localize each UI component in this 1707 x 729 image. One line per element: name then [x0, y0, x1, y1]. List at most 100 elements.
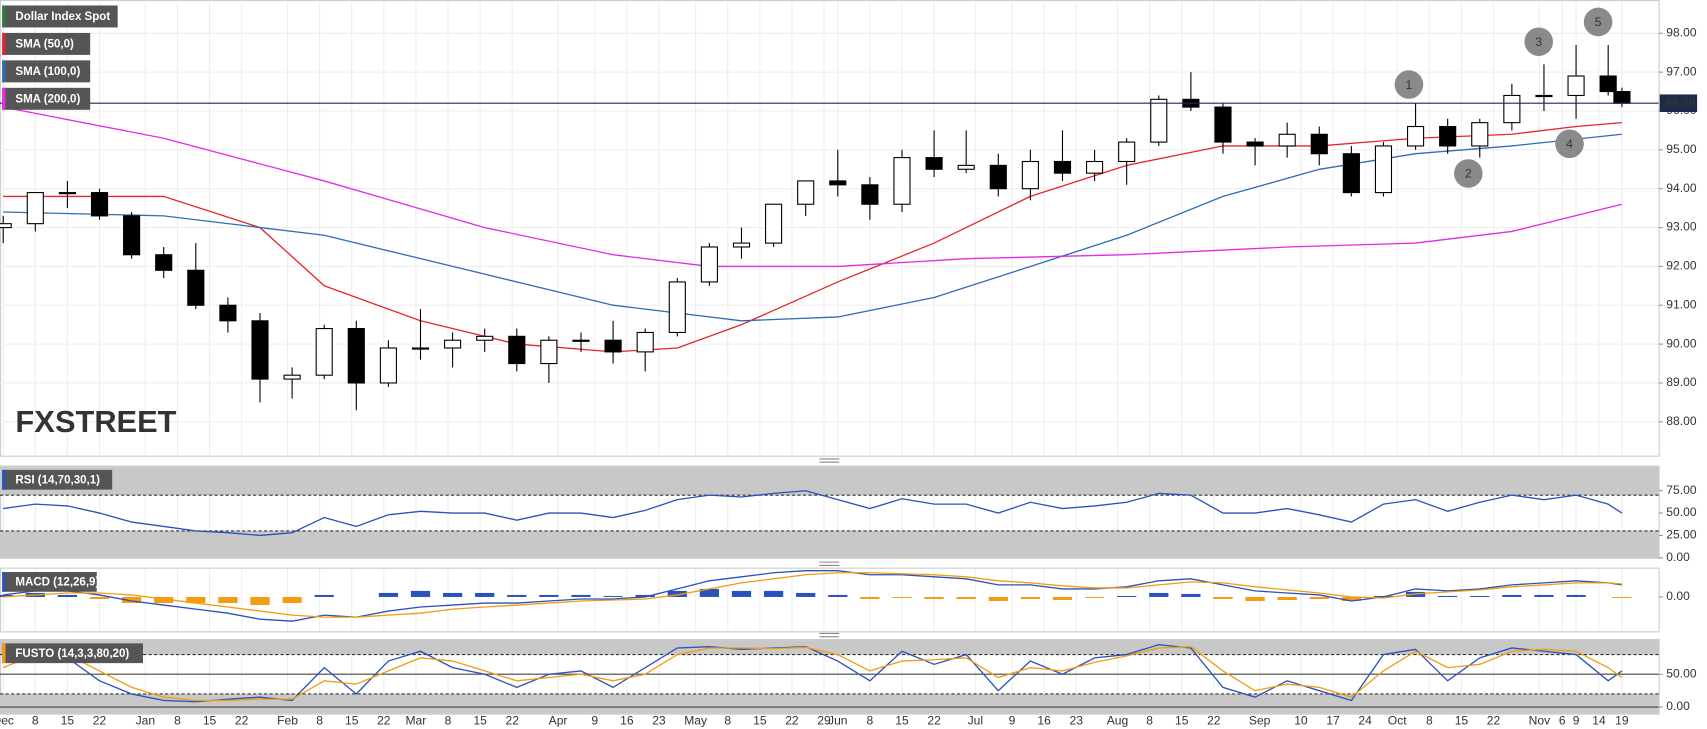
wave-marker [1454, 159, 1483, 188]
histogram-bar [218, 596, 238, 604]
y-tick-label: 98.00 [1666, 25, 1697, 39]
x-tick-label: 15 [895, 714, 909, 728]
legend-label: SMA (200,0) [15, 93, 80, 105]
histogram-bar [1534, 594, 1554, 597]
watermark: FX [15, 404, 55, 439]
candle-body [90, 192, 109, 217]
y-tick-label: 88.00 [1666, 414, 1697, 428]
legend-label: Dollar Index Spot [15, 11, 110, 23]
legend-swatch [2, 32, 6, 55]
histogram-bar [186, 596, 206, 604]
candle-body [187, 269, 205, 306]
candle-body [572, 339, 590, 342]
histogram-bar [410, 590, 431, 597]
candle-body [444, 339, 462, 349]
histogram-bar [1438, 595, 1458, 597]
x-tick-label: 8 [867, 714, 874, 728]
histogram-bar [57, 594, 78, 597]
histogram-bar [1566, 594, 1586, 597]
candle-body [893, 157, 911, 205]
y-tick-label: 97.00 [1666, 64, 1697, 78]
histogram-bar [763, 590, 784, 597]
x-tick-label: 15 [473, 714, 487, 728]
candle-body [58, 192, 76, 195]
legend-label: SMA (50,0) [15, 39, 74, 51]
panel-title-stripe [2, 469, 6, 490]
x-tick-label: 15 [203, 714, 217, 728]
band-zone [0, 693, 1659, 714]
x-tick-label: Mar [405, 714, 426, 728]
candle-body [315, 328, 333, 376]
candle-body [732, 242, 751, 248]
candle-body [1613, 91, 1631, 104]
histogram-bar [442, 592, 463, 597]
x-tick-label: 22 [505, 714, 519, 728]
histogram-bar [121, 596, 142, 604]
candle-body [797, 180, 815, 205]
y-tick-label: 95.00 [1666, 142, 1697, 156]
histogram-bar [699, 588, 720, 597]
candle-body [251, 320, 269, 380]
x-tick-label: 22 [785, 714, 799, 728]
x-tick-label: Dec [0, 714, 14, 728]
candle-body [1439, 125, 1457, 147]
legend-box[interactable] [2, 60, 91, 83]
x-tick-label: 8 [174, 714, 181, 728]
x-tick-label: 6 [1559, 714, 1566, 728]
x-tick-label: 23 [1070, 714, 1084, 728]
candle-body [347, 328, 365, 384]
candle-body [925, 157, 943, 170]
x-tick-label: 8 [1426, 714, 1433, 728]
x-tick-label: Aug [1107, 714, 1129, 728]
y-tick-label: 25.00 [1666, 528, 1697, 542]
band-zone [0, 466, 1659, 496]
candle-body [765, 203, 783, 244]
histogram-bar [1341, 596, 1362, 602]
candle-body [1503, 94, 1521, 124]
histogram-bar [507, 594, 527, 597]
candle-body [1599, 75, 1617, 93]
x-tick-label: 8 [445, 714, 452, 728]
candle-body [1214, 106, 1232, 143]
band-zone [0, 530, 1659, 558]
histogram-bar [603, 595, 623, 597]
candle-body [219, 304, 237, 322]
x-tick-label: 22 [1207, 714, 1221, 728]
wave-label: 2 [1465, 167, 1472, 181]
x-tick-label: 8 [316, 714, 323, 728]
panel-title: FUSTO (14,3,3,80,20) [15, 648, 129, 660]
histogram-bar [282, 596, 302, 604]
histogram-bar [988, 596, 1008, 602]
x-tick-label: 17 [1326, 714, 1340, 728]
histogram-bar [378, 592, 399, 597]
legend-swatch [2, 60, 6, 83]
y-tick-label: 91.00 [1666, 297, 1697, 311]
histogram-bar [635, 594, 655, 597]
x-tick-label: Jan [136, 714, 156, 728]
candle-body [1471, 122, 1489, 147]
watermark: STREET [55, 404, 177, 439]
candle-body [1278, 133, 1296, 147]
wave-marker [1583, 7, 1613, 37]
x-tick-label: Jul [968, 714, 983, 728]
candle-body [604, 339, 622, 353]
legend-box[interactable] [2, 5, 118, 28]
histogram-bar [314, 594, 334, 597]
histogram-bar [828, 594, 848, 597]
wave-marker [1555, 129, 1584, 159]
legend-box[interactable] [2, 87, 91, 110]
candle-body [989, 164, 1007, 190]
candle-body [123, 215, 141, 256]
candle-body [1053, 160, 1072, 174]
legend-swatch [2, 87, 6, 110]
series-line [3, 572, 1622, 618]
y-tick-label: 0.00 [1666, 550, 1690, 564]
x-tick-label: May [684, 714, 708, 728]
legend-box[interactable] [2, 32, 91, 55]
candle-body [861, 184, 879, 205]
y-tick-label: 50.00 [1666, 666, 1697, 680]
x-tick-label: 10 [1294, 714, 1308, 728]
y-tick-label: 92.00 [1666, 259, 1697, 273]
candle-body [1374, 145, 1393, 194]
